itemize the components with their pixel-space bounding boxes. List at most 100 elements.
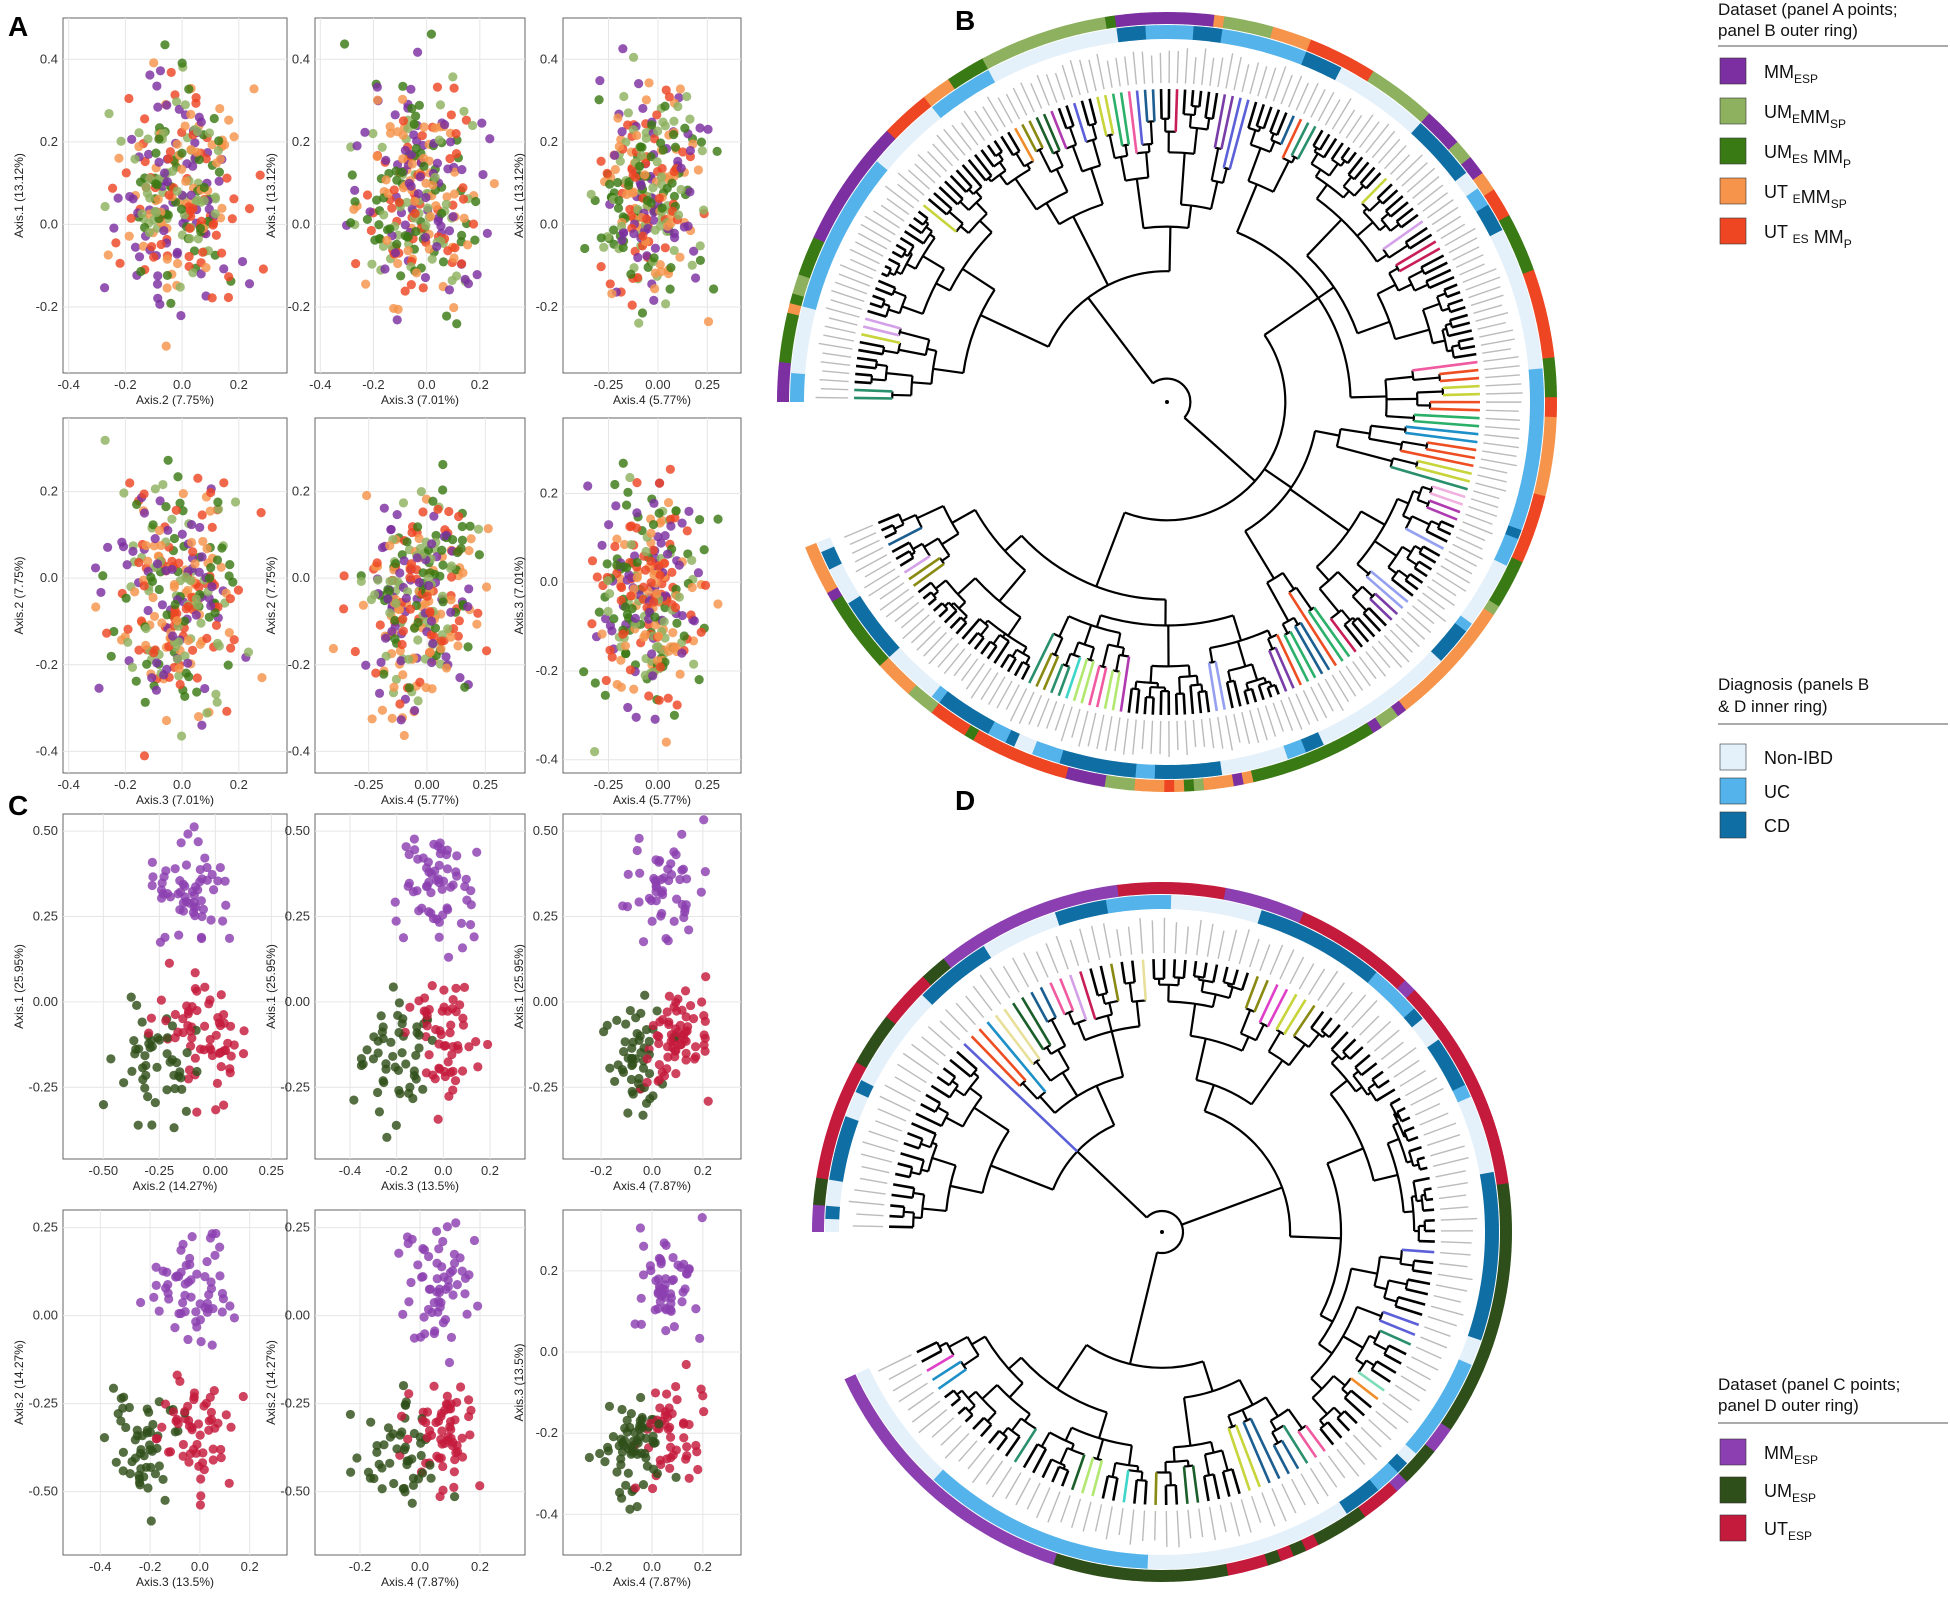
tree-branch <box>1064 653 1072 666</box>
tree-arc <box>902 1206 906 1217</box>
scatter-point <box>671 1381 681 1392</box>
tree-branch <box>1090 167 1104 205</box>
scatter-point <box>181 572 191 582</box>
scatter-point <box>425 1460 435 1470</box>
scatter-point <box>634 1073 644 1084</box>
tree-branch <box>1195 1038 1207 1081</box>
scatter-point <box>160 40 170 50</box>
tree-branch <box>887 257 901 266</box>
leaf-label <box>1069 939 1080 967</box>
tree-branch <box>1055 168 1069 193</box>
scatter-point <box>595 75 605 86</box>
scatter-point <box>432 82 443 92</box>
tree-branch <box>861 333 901 345</box>
tree-branch <box>907 1131 923 1141</box>
tree-branch <box>916 504 944 520</box>
x-tick-label: -0.2 <box>114 377 136 392</box>
scatter-point <box>388 982 398 992</box>
scatter-point <box>244 279 255 289</box>
tree-branch <box>1408 1146 1422 1153</box>
leaf-label <box>819 378 849 383</box>
scatter-point <box>191 1307 201 1317</box>
scatter-point <box>442 1222 452 1232</box>
scatter-point <box>650 612 660 622</box>
x-tick-label: 0.0 <box>643 1163 661 1178</box>
scatter-point <box>151 148 161 158</box>
scatter-point <box>468 219 479 229</box>
scatter-point <box>448 72 458 82</box>
leaf-label <box>958 1440 978 1462</box>
scatter-point <box>409 130 419 140</box>
tree-arc <box>1051 652 1059 658</box>
tree-branch <box>1342 190 1350 199</box>
leaf-label <box>1475 312 1509 322</box>
x-axis-label: Axis.2 (14.27%) <box>133 1179 218 1193</box>
scatter-point <box>398 933 409 943</box>
scatter-point <box>186 519 197 530</box>
tree-arc <box>1124 334 1287 522</box>
tree-branch <box>1422 302 1441 311</box>
scatter-point <box>205 506 215 516</box>
panel-letter-b: B <box>955 5 975 36</box>
scatter-point <box>156 995 166 1005</box>
scatter-point <box>627 300 637 310</box>
scatter-point <box>661 299 671 309</box>
scatter-point <box>616 1460 626 1470</box>
scatter-point <box>154 584 164 595</box>
scatter-point <box>464 1411 474 1422</box>
tree-arc <box>1371 1078 1380 1089</box>
scatter-point <box>385 121 395 132</box>
scatter-point <box>460 1273 471 1283</box>
tree-branch <box>1188 114 1193 128</box>
scatter-point <box>154 525 165 536</box>
leaf-label <box>1436 572 1467 592</box>
scatter-point <box>213 876 223 886</box>
scatter-point <box>121 593 131 603</box>
tree-branch <box>1004 534 1023 552</box>
tree-arc <box>1173 976 1184 980</box>
scatter-point <box>386 524 396 535</box>
scatter-point <box>192 673 202 683</box>
scatter-point <box>418 853 428 863</box>
scatter-point <box>136 1444 146 1455</box>
leaf-label <box>1141 1510 1146 1542</box>
tree-branch <box>1050 110 1068 149</box>
scatter-point <box>174 671 184 681</box>
tree-branch <box>1412 360 1478 372</box>
scatter-point <box>621 137 631 147</box>
scatter-point <box>358 600 368 610</box>
scatter-point <box>401 842 411 852</box>
tree-branch <box>1377 1079 1390 1089</box>
scatter-point <box>460 1289 470 1299</box>
scatter-point <box>216 562 226 572</box>
scatter-point <box>218 916 228 926</box>
outer-ring-segment <box>1544 397 1558 408</box>
tree-branch <box>1045 202 1061 225</box>
scatter-point <box>431 530 441 541</box>
scatter-point <box>640 170 650 180</box>
scatter-point <box>149 648 159 658</box>
scatter-point <box>184 1065 195 1075</box>
scatter-point <box>444 506 454 517</box>
tree-branch <box>1095 1085 1116 1126</box>
scatter-point <box>632 572 642 583</box>
scatter-point <box>449 83 459 93</box>
leaf-label <box>1281 1483 1297 1514</box>
leaf-label <box>1259 944 1271 971</box>
scatter-point <box>146 1516 156 1526</box>
scatter-point <box>155 496 165 506</box>
tree-branch <box>932 602 944 612</box>
scatter-point <box>94 683 104 693</box>
scatter-point <box>206 563 216 573</box>
outer-ring-segment <box>1157 882 1173 895</box>
scatter-point <box>432 1274 442 1284</box>
inner-ring-segment <box>1483 1197 1499 1213</box>
scatter-point <box>679 631 689 641</box>
scatter-point <box>207 522 217 532</box>
tree-branch <box>1147 144 1151 153</box>
scatter-point <box>659 873 669 883</box>
scatter-point <box>442 1391 452 1401</box>
scatter-point <box>666 1306 676 1316</box>
tree-arc <box>1058 203 1104 226</box>
scatter-point <box>187 1033 197 1043</box>
